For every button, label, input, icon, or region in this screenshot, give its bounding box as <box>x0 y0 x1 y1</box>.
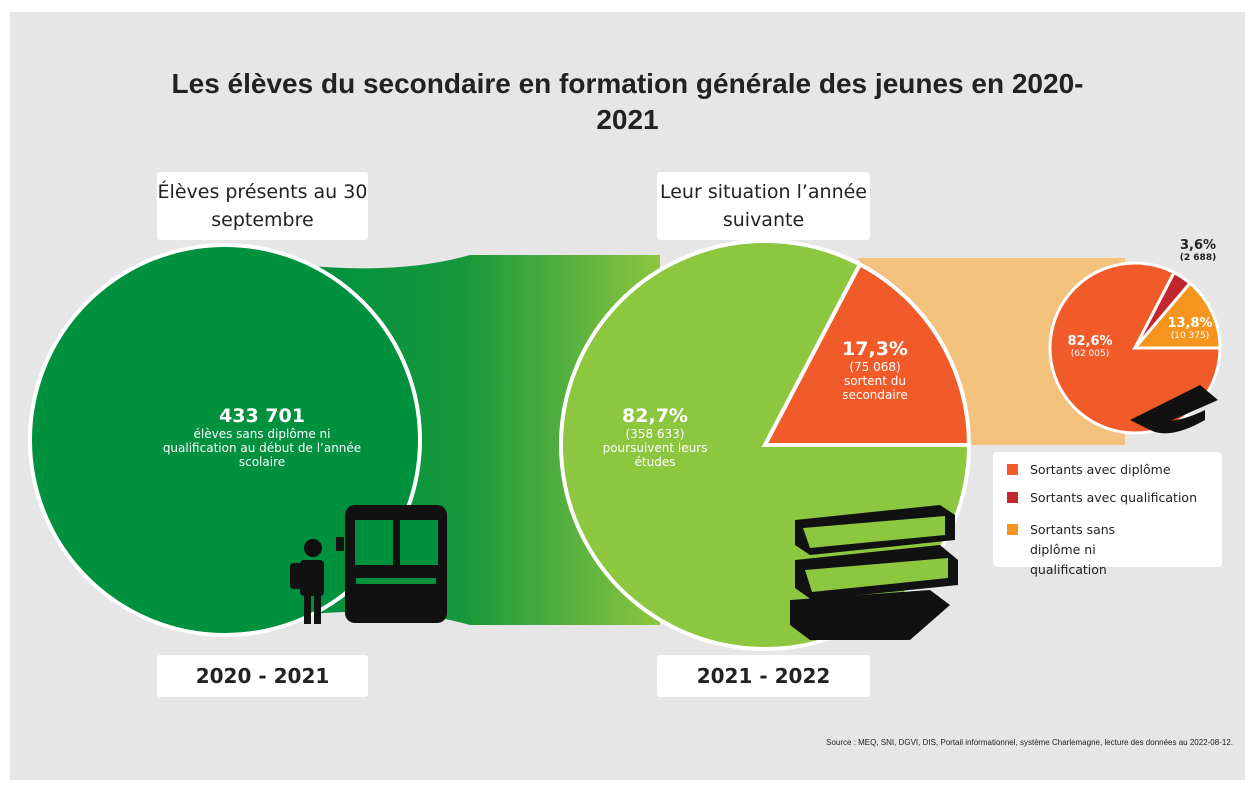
left-year: 2020 - 2021 <box>157 655 368 697</box>
pie-slice <box>761 261 972 447</box>
legend-item: Sortants sans diplôme ni qualification <box>1007 520 1167 580</box>
right-label-1: 3,6% (2 688) <box>1170 238 1226 264</box>
middle-label-0: 82,7% (358 633) poursuivent leurs études <box>595 405 715 469</box>
left-count: 433 701 <box>219 405 305 427</box>
start-circle <box>28 243 422 637</box>
middle-label-1: 17,3% (75 068) sortent du secondaire <box>825 338 925 402</box>
segment-value: 3,6% <box>1179 238 1217 253</box>
left-year-text: 2020 - 2021 <box>195 664 330 688</box>
connector-band-orange <box>858 258 1125 445</box>
legend-swatch <box>1007 524 1018 535</box>
legend-item: Sortants avec diplôme <box>1007 460 1171 480</box>
segment-count: (358 633) <box>625 427 685 441</box>
left-header: Élèves présents au 30 septembre <box>157 172 368 240</box>
legend-label: Sortants avec diplôme <box>1030 462 1171 477</box>
segment-count: (10 375) <box>1170 331 1210 341</box>
legend-label: Sortants avec qualification <box>1030 490 1197 505</box>
legend-label: Sortants sans diplôme ni qualification <box>1030 522 1116 577</box>
legend: Sortants avec diplôme Sortants avec qual… <box>993 452 1222 577</box>
left-description: élèves sans diplôme ni qualification au … <box>162 427 362 469</box>
left-header-text: Élèves présents au 30 septembre <box>157 181 368 231</box>
segment-description: poursuivent leurs études <box>602 441 708 469</box>
right-label-2: 13,8% (10 375) <box>1160 316 1220 342</box>
segment-value: 82,6% <box>1067 334 1113 349</box>
segment-count: (62 005) <box>1070 349 1110 359</box>
cap-icon <box>1130 385 1218 434</box>
legend-swatch <box>1007 492 1018 503</box>
legend-item: Sortants avec qualification <box>1007 488 1197 508</box>
right-label-0: 82,6% (62 005) <box>1060 334 1120 360</box>
title: Les élèves du secondaire en formation gé… <box>171 68 1084 135</box>
segment-value: 13,8% <box>1167 316 1213 331</box>
segment-value: 17,3% <box>842 338 908 360</box>
middle-year: 2021 - 2022 <box>657 655 870 697</box>
middle-header-text: Leur situation l’année suivante <box>659 181 867 231</box>
middle-header: Leur situation l’année suivante <box>657 172 870 240</box>
legend-swatch <box>1007 464 1018 475</box>
right-pie <box>1048 261 1222 435</box>
pie-slice <box>1131 281 1222 350</box>
segment-count: (2 688) <box>1179 253 1217 263</box>
segment-description: sortent du secondaire <box>842 374 908 402</box>
books-icon <box>790 505 958 640</box>
left-label: 433 701 élèves sans diplôme ni qualifica… <box>162 405 362 469</box>
source: Source : MEQ, SNI, DGVI, DIS, Portail in… <box>826 738 1233 747</box>
middle-year-text: 2021 - 2022 <box>696 664 831 688</box>
bus-icon <box>290 505 447 624</box>
segment-value: 82,7% <box>622 405 688 427</box>
segment-count: (75 068) <box>849 360 901 374</box>
